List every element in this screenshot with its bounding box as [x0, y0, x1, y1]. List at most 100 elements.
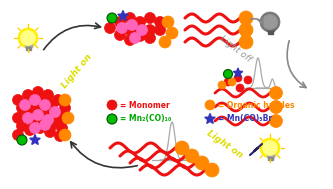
Circle shape: [107, 114, 117, 124]
Polygon shape: [30, 135, 40, 144]
Circle shape: [55, 130, 66, 142]
Circle shape: [125, 35, 136, 46]
Polygon shape: [233, 68, 243, 77]
Circle shape: [175, 141, 189, 155]
Circle shape: [155, 25, 166, 36]
Circle shape: [53, 94, 64, 105]
Circle shape: [17, 102, 28, 114]
Circle shape: [239, 23, 253, 37]
Circle shape: [159, 36, 171, 48]
Circle shape: [53, 115, 64, 125]
Circle shape: [260, 138, 280, 158]
Circle shape: [239, 11, 253, 25]
Circle shape: [195, 156, 209, 170]
Circle shape: [228, 78, 236, 86]
Circle shape: [135, 16, 146, 28]
Circle shape: [17, 121, 28, 132]
Circle shape: [30, 122, 41, 133]
Text: Light on: Light on: [205, 129, 244, 160]
FancyBboxPatch shape: [25, 43, 32, 46]
Circle shape: [269, 101, 282, 114]
Polygon shape: [205, 114, 215, 123]
Circle shape: [205, 100, 215, 110]
Text: = Mn(CO)₅Br: = Mn(CO)₅Br: [218, 115, 272, 123]
Circle shape: [125, 25, 136, 36]
Circle shape: [37, 94, 48, 105]
Circle shape: [107, 13, 117, 23]
Circle shape: [21, 30, 36, 46]
Circle shape: [23, 90, 34, 101]
FancyBboxPatch shape: [266, 26, 273, 30]
Circle shape: [40, 119, 51, 130]
Circle shape: [115, 16, 126, 28]
Circle shape: [125, 12, 136, 23]
Circle shape: [105, 22, 116, 33]
Text: = Mn₂(CO)₁₀: = Mn₂(CO)₁₀: [120, 115, 171, 123]
FancyBboxPatch shape: [267, 157, 272, 160]
Circle shape: [234, 74, 242, 82]
Circle shape: [262, 15, 277, 29]
Circle shape: [57, 109, 68, 121]
Circle shape: [50, 106, 61, 118]
Circle shape: [155, 16, 166, 28]
Circle shape: [260, 12, 280, 32]
Circle shape: [37, 112, 48, 123]
Circle shape: [162, 16, 174, 28]
Circle shape: [107, 100, 117, 110]
Circle shape: [13, 112, 24, 123]
Text: = Organic halides: = Organic halides: [218, 101, 294, 109]
Circle shape: [269, 87, 282, 99]
Circle shape: [43, 108, 54, 119]
Circle shape: [25, 125, 36, 136]
Circle shape: [145, 33, 156, 43]
Circle shape: [33, 105, 44, 115]
Circle shape: [27, 115, 38, 125]
Circle shape: [137, 25, 148, 36]
Circle shape: [115, 29, 126, 40]
Circle shape: [59, 129, 71, 141]
FancyBboxPatch shape: [266, 153, 273, 156]
Circle shape: [262, 140, 277, 156]
Circle shape: [269, 115, 282, 128]
Circle shape: [35, 122, 46, 133]
Circle shape: [43, 90, 54, 101]
Text: Light off: Light off: [218, 34, 253, 64]
Circle shape: [218, 81, 226, 89]
Circle shape: [59, 94, 71, 106]
Circle shape: [27, 98, 38, 108]
Circle shape: [239, 35, 253, 49]
FancyBboxPatch shape: [26, 47, 31, 50]
Circle shape: [205, 163, 219, 177]
Text: Light on: Light on: [60, 52, 94, 90]
Text: = Monomer: = Monomer: [120, 101, 170, 109]
Circle shape: [135, 22, 146, 33]
Circle shape: [33, 109, 44, 121]
Circle shape: [135, 30, 146, 42]
Circle shape: [224, 78, 232, 86]
Circle shape: [23, 112, 34, 123]
Polygon shape: [118, 11, 128, 20]
Circle shape: [30, 94, 41, 105]
Circle shape: [47, 99, 58, 111]
Circle shape: [33, 87, 44, 98]
Circle shape: [223, 70, 232, 78]
Circle shape: [244, 76, 252, 84]
Circle shape: [23, 108, 34, 119]
Circle shape: [127, 19, 138, 30]
Circle shape: [145, 12, 156, 23]
Circle shape: [145, 25, 156, 36]
Circle shape: [57, 122, 68, 133]
Circle shape: [236, 84, 244, 92]
Circle shape: [17, 135, 27, 145]
Circle shape: [43, 115, 54, 125]
Circle shape: [45, 126, 56, 138]
Circle shape: [130, 33, 141, 43]
Circle shape: [18, 28, 38, 48]
Circle shape: [62, 112, 74, 124]
Circle shape: [13, 129, 24, 140]
Circle shape: [117, 22, 128, 33]
Circle shape: [13, 94, 24, 105]
Circle shape: [185, 149, 199, 163]
Circle shape: [60, 102, 71, 114]
FancyBboxPatch shape: [267, 31, 272, 34]
